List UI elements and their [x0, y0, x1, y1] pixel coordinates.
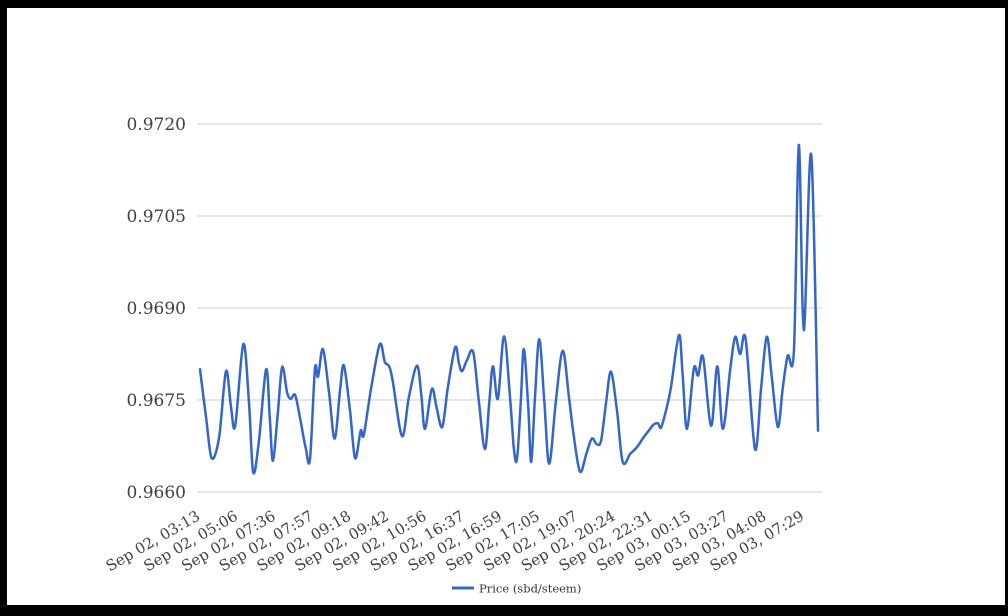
gridlines: [197, 123, 822, 493]
legend: Price (sbd/steem): [452, 582, 581, 596]
y-axis-labels: 0.9660 0.9675 0.9690 0.9705 0.9720: [127, 115, 186, 503]
y-tick-label: 0.9705: [127, 207, 186, 227]
price-series-line: [198, 143, 820, 475]
y-tick-label: 0.9720: [127, 115, 186, 135]
chart-canvas: [7, 8, 1005, 605]
legend-label: Price (sbd/steem): [479, 582, 581, 596]
y-tick-label: 0.9690: [127, 299, 186, 319]
y-tick-label: 0.9660: [127, 483, 186, 503]
y-tick-label: 0.9675: [127, 391, 186, 411]
